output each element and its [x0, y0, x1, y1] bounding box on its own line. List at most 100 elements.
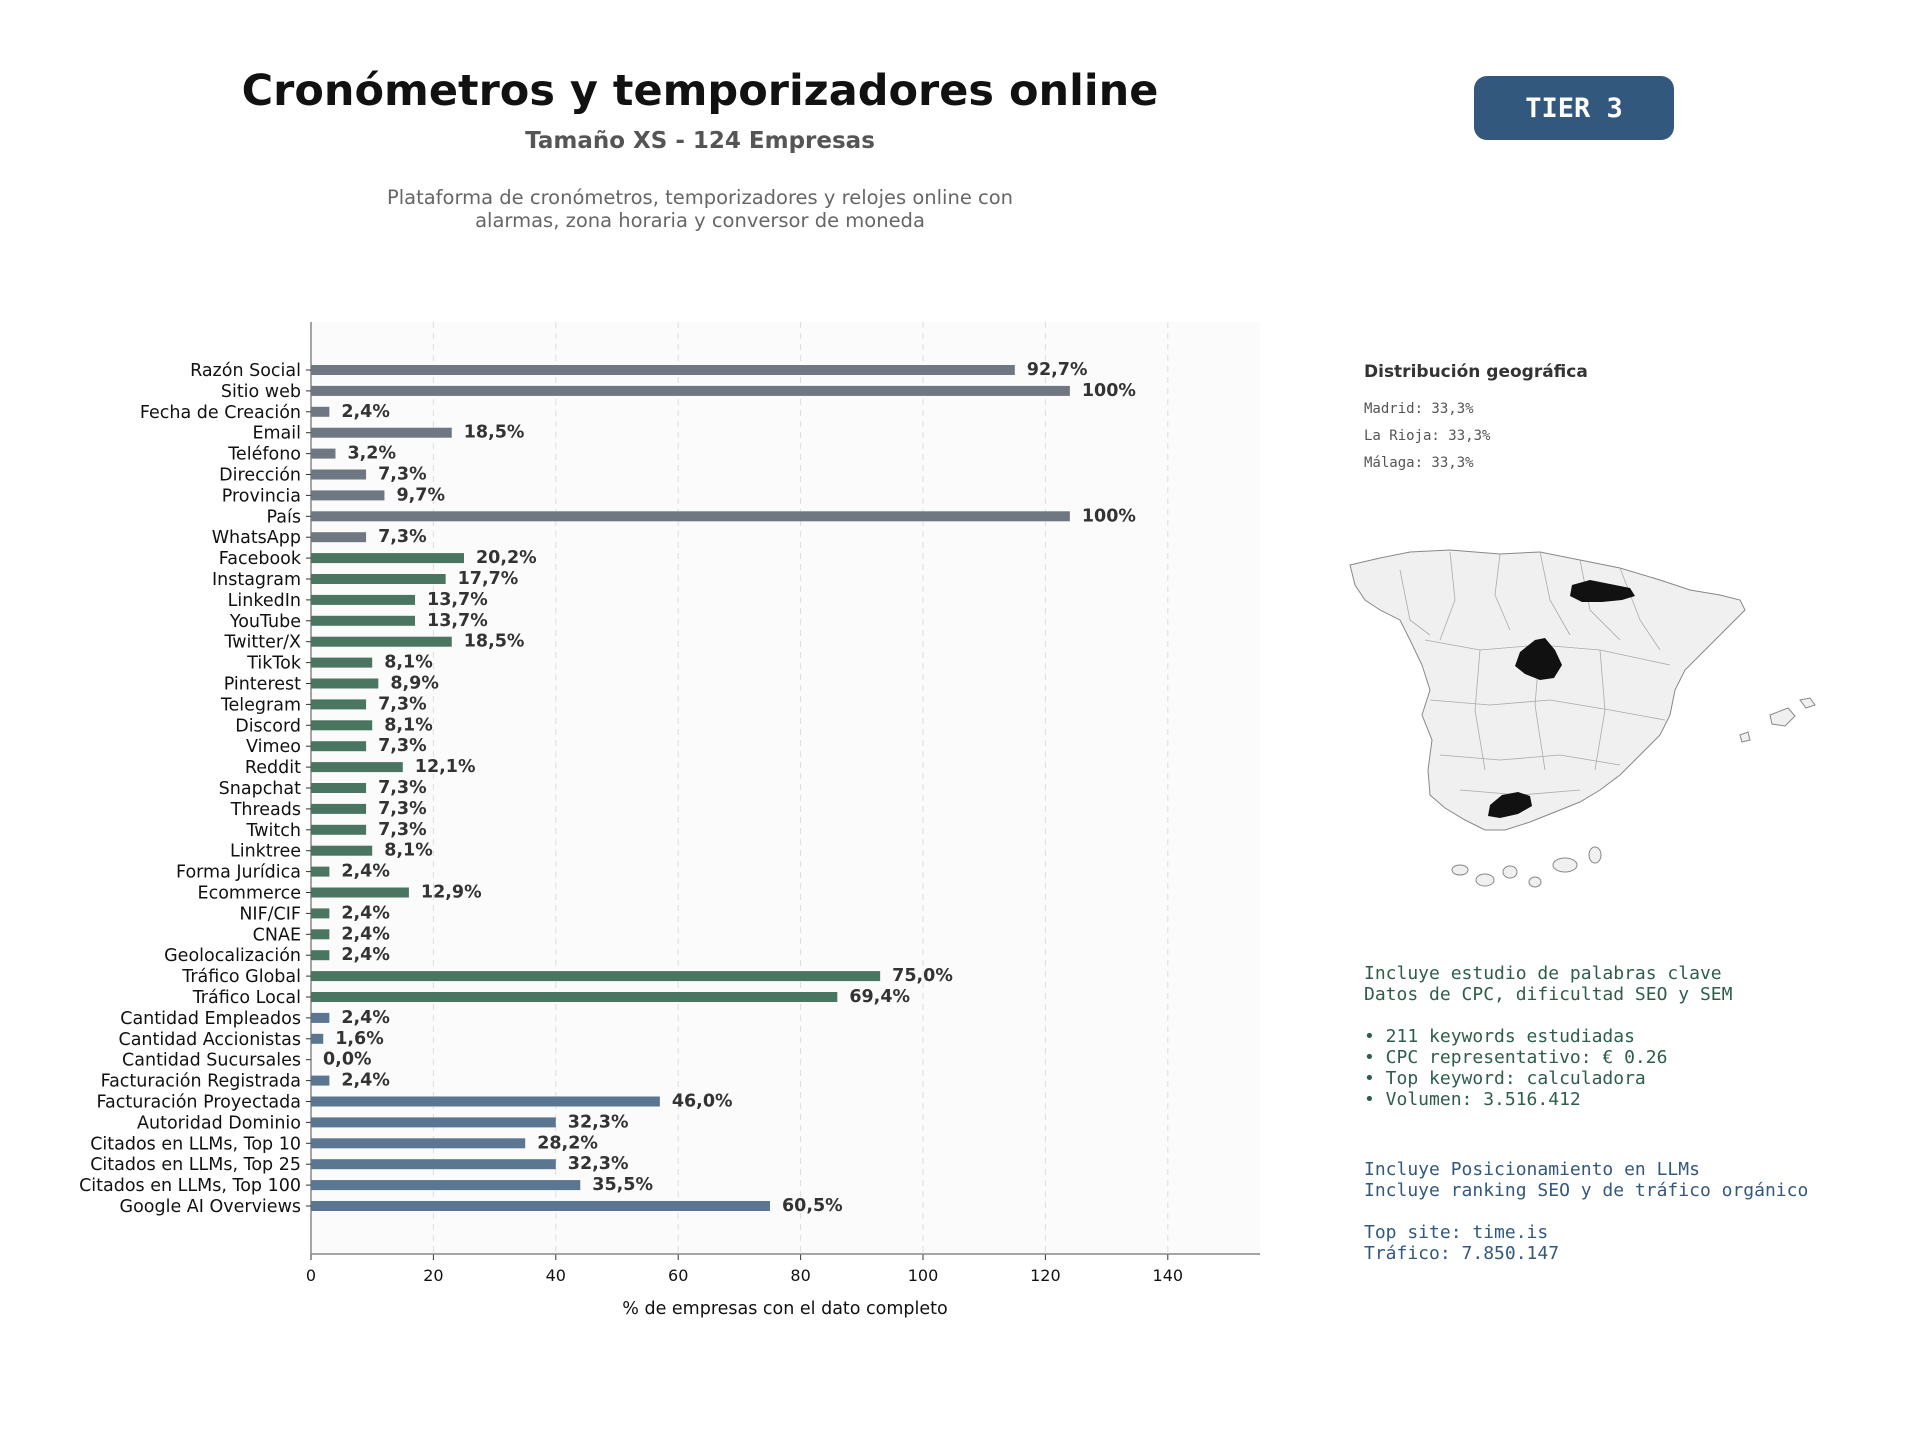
bar: [311, 908, 330, 919]
category-label: Tráfico Local: [192, 988, 301, 1008]
data-label: 2,4%: [341, 1071, 390, 1091]
category-label: Email: [252, 424, 301, 444]
data-label: 13,7%: [427, 590, 488, 610]
data-label: 7,3%: [378, 527, 427, 547]
bar: [311, 803, 367, 814]
bar: [311, 406, 330, 417]
category-label: Citados en LLMs, Top 100: [79, 1176, 301, 1196]
page-description: Plataforma de cronómetros, temporizadore…: [386, 186, 1014, 232]
page-subtitle: Tamaño XS - 124 Empresas: [525, 128, 875, 154]
category-label: Dirección: [219, 466, 301, 486]
x-tick-label: 140: [1153, 1266, 1184, 1285]
bar: [311, 574, 446, 584]
bar: [311, 720, 373, 731]
data-label: 8,1%: [384, 715, 433, 735]
data-label: 1,6%: [335, 1029, 384, 1049]
seo-line: • Volumen: 3.516.412: [1364, 1089, 1581, 1110]
data-label: 8,1%: [384, 653, 433, 673]
category-label: NIF/CIF: [239, 904, 301, 924]
x-tick-label: 80: [790, 1266, 810, 1285]
data-label: 20,2%: [476, 548, 537, 568]
geo-item-madrid: Madrid: 33,3%: [1364, 401, 1474, 417]
x-tick-label: 40: [546, 1266, 566, 1285]
data-label: 9,7%: [396, 485, 445, 505]
data-label: 2,4%: [341, 1008, 390, 1028]
category-label: Forma Jurídica: [176, 863, 301, 883]
category-label: Citados en LLMs, Top 10: [90, 1134, 301, 1154]
data-label: 8,9%: [390, 674, 439, 694]
x-tick-label: 100: [908, 1266, 939, 1285]
bar: [311, 1033, 324, 1044]
bar: [311, 950, 330, 961]
category-label: Razón Social: [190, 361, 301, 381]
category-label: CNAE: [253, 925, 301, 945]
x-tick-label: 120: [1030, 1266, 1061, 1285]
data-label: 60,5%: [782, 1196, 843, 1216]
balearic-islands: [1769, 707, 1796, 727]
bar: [311, 1075, 330, 1086]
plot-area: [311, 322, 1260, 1254]
bar: [311, 469, 367, 480]
data-label: 28,2%: [537, 1133, 598, 1153]
data-label: 2,4%: [341, 945, 390, 965]
llm-line: Tráfico: 7.850.147: [1364, 1243, 1560, 1264]
bar: [311, 1201, 770, 1211]
data-label: 35,5%: [592, 1175, 653, 1195]
llm-line: Incluye ranking SEO y de tráfico orgánic…: [1364, 1180, 1809, 1201]
data-label: 2,4%: [341, 924, 390, 944]
category-label: Teléfono: [227, 445, 301, 465]
category-label: Facebook: [219, 549, 302, 569]
tier-badge: TIER 3: [1474, 76, 1674, 140]
llm-line: Top site: time.is: [1364, 1222, 1549, 1243]
data-label: 46,0%: [672, 1092, 733, 1112]
bar: [311, 783, 367, 793]
data-label: 2,4%: [341, 862, 390, 882]
category-label: Linktree: [230, 842, 301, 862]
category-label: Vimeo: [246, 737, 301, 757]
category-label: TikTok: [246, 654, 302, 674]
seo-line: • Top keyword: calculadora: [1364, 1068, 1646, 1089]
category-label: Cantidad Empleados: [120, 1009, 301, 1029]
spain-map: [1349, 549, 1816, 888]
seo-line: • 211 keywords estudiadas: [1364, 1026, 1635, 1047]
data-label: 3,2%: [347, 444, 396, 464]
category-label: Fecha de Creación: [140, 403, 301, 423]
category-label: Citados en LLMs, Top 25: [90, 1155, 301, 1175]
data-label: 7,3%: [378, 778, 427, 798]
data-label: 2,4%: [341, 903, 390, 923]
peninsula-shape: [1349, 549, 1746, 831]
data-label: 7,3%: [378, 465, 427, 485]
category-label: WhatsApp: [212, 528, 301, 548]
data-label: 32,3%: [568, 1154, 629, 1174]
data-label: 100%: [1082, 381, 1136, 401]
canary-islands: [1451, 846, 1602, 888]
geo-item-malaga: Málaga: 33,3%: [1364, 455, 1474, 471]
data-label: 69,4%: [849, 987, 910, 1007]
madrid-region: [1515, 638, 1562, 680]
geo-title: Distribución geográfica: [1364, 362, 1588, 382]
data-label: 8,1%: [384, 841, 433, 861]
category-label: Cantidad Accionistas: [118, 1030, 301, 1050]
category-label: Google AI Overviews: [120, 1197, 301, 1217]
category-label: Threads: [230, 800, 301, 820]
x-tick-label: 0: [306, 1266, 316, 1285]
category-label: Telegram: [220, 695, 301, 715]
data-label: 7,3%: [378, 799, 427, 819]
category-label: Geolocalización: [164, 946, 301, 966]
category-label: Tráfico Global: [181, 967, 301, 987]
data-label: 75,0%: [892, 966, 953, 986]
bar: [311, 971, 881, 982]
category-label: Facturación Proyectada: [97, 1093, 301, 1113]
seo-line: Datos de CPC, dificultad SEO y SEM: [1364, 984, 1733, 1005]
bar: [311, 657, 373, 668]
data-label: 18,5%: [464, 423, 525, 443]
category-label: LinkedIn: [228, 591, 301, 611]
bar: [311, 490, 385, 501]
x-axis-label: % de empresas con el dato completo: [622, 1299, 947, 1319]
category-label: Twitter/X: [223, 633, 301, 653]
category-label: Autoridad Dominio: [137, 1113, 301, 1133]
category-label: Provincia: [222, 486, 301, 506]
category-label: Sitio web: [221, 382, 301, 402]
data-label: 12,9%: [421, 883, 482, 903]
data-label: 18,5%: [464, 632, 525, 652]
